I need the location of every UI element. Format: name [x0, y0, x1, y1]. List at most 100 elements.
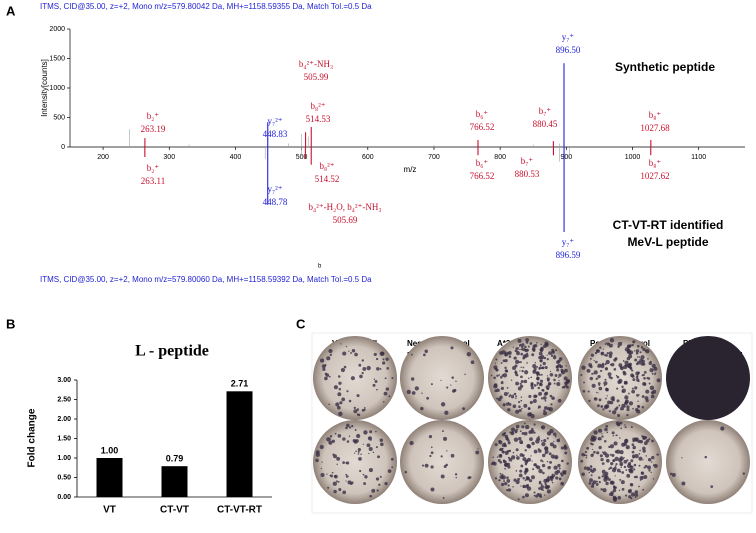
spot	[613, 441, 618, 446]
spot	[540, 487, 544, 491]
spot	[550, 403, 553, 406]
spot	[384, 377, 387, 380]
spot	[525, 424, 530, 430]
spot	[632, 440, 635, 443]
spot	[494, 362, 497, 364]
spot	[649, 360, 652, 363]
spot	[329, 435, 333, 438]
spot	[540, 483, 543, 486]
spot	[512, 451, 515, 454]
spot	[642, 436, 646, 440]
spot	[640, 346, 644, 349]
spot	[517, 498, 520, 501]
spot	[507, 392, 510, 394]
spot	[519, 345, 521, 347]
spot	[445, 463, 448, 467]
spot	[375, 430, 377, 433]
x-tick-label: CT-VT	[160, 505, 189, 516]
spot	[536, 436, 541, 441]
spot	[538, 366, 542, 370]
spot	[650, 471, 652, 474]
spot	[383, 391, 388, 396]
spot	[363, 408, 366, 411]
spot	[603, 474, 608, 479]
spot	[546, 354, 548, 356]
spot	[628, 354, 633, 359]
spot	[619, 450, 624, 455]
spot	[626, 473, 631, 478]
spot	[443, 436, 448, 441]
spot	[379, 368, 382, 370]
spot	[517, 386, 522, 391]
spot	[643, 371, 647, 374]
spot	[494, 443, 498, 447]
spot	[492, 456, 495, 458]
spot	[622, 360, 625, 362]
spot	[630, 492, 636, 497]
spot	[643, 474, 648, 480]
spot	[455, 380, 457, 383]
value-label: 0.79	[166, 454, 184, 464]
spot	[611, 453, 615, 457]
spot	[500, 362, 503, 364]
spot	[601, 469, 606, 474]
spot	[631, 389, 636, 394]
spot	[581, 365, 586, 370]
spot	[373, 352, 377, 357]
spot	[612, 459, 615, 462]
spot	[530, 427, 534, 431]
spot	[516, 456, 520, 460]
spot	[515, 479, 520, 485]
ion-label: y₇²⁺	[267, 184, 282, 194]
spot	[598, 386, 603, 391]
spot	[628, 468, 630, 471]
spot	[640, 471, 645, 475]
spot	[508, 457, 513, 462]
spot	[359, 469, 362, 473]
spot	[589, 365, 593, 369]
ion-label: b₈⁺	[649, 110, 662, 120]
spot	[337, 375, 341, 378]
top-label: Synthetic peptide	[615, 60, 715, 74]
spot	[588, 482, 592, 485]
wells-panel	[311, 332, 753, 514]
spot	[631, 374, 635, 378]
spot	[539, 364, 542, 367]
spot	[524, 348, 528, 353]
spot	[519, 382, 522, 385]
spot	[704, 455, 708, 459]
spot	[623, 442, 628, 446]
spot	[444, 410, 449, 415]
spot	[618, 489, 621, 492]
spot	[605, 397, 607, 400]
spot	[596, 451, 600, 455]
spot	[507, 449, 510, 453]
x-tick-label: VT	[103, 505, 116, 516]
spot	[614, 486, 618, 489]
spot	[543, 439, 547, 443]
spot	[548, 407, 553, 412]
spot	[619, 478, 622, 481]
spot	[593, 372, 595, 375]
spot	[742, 472, 746, 475]
spot	[600, 458, 604, 462]
y-tick-label: 1.00	[57, 455, 71, 462]
y-tick-label: 2.50	[57, 396, 71, 403]
spot	[454, 473, 458, 476]
spot	[327, 486, 330, 489]
spot	[642, 362, 646, 366]
spot	[498, 479, 501, 482]
spot	[475, 450, 480, 455]
spot	[590, 474, 593, 477]
spot	[354, 429, 357, 431]
spot	[356, 413, 359, 416]
bar	[226, 391, 253, 497]
spot	[504, 467, 506, 470]
spot	[528, 394, 532, 399]
mz-label: 766.52	[470, 171, 495, 181]
spot	[565, 365, 567, 367]
spot	[510, 455, 516, 460]
spot	[353, 452, 356, 454]
spot	[563, 445, 567, 448]
spot	[616, 434, 618, 436]
